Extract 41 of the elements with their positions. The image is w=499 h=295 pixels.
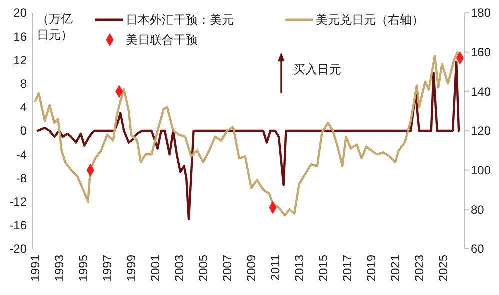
y2-tick-label: 100 <box>471 164 492 178</box>
y-tick-label: -8 <box>16 171 28 186</box>
y2-tick-label: 60 <box>471 242 485 256</box>
x-tick-label: 2007 <box>220 254 235 282</box>
x-tick-label: 1995 <box>76 254 91 282</box>
x-tick-label: 1993 <box>52 254 67 282</box>
x-tick-label: 2005 <box>196 254 211 282</box>
annotation: 买入日元 <box>293 62 342 77</box>
x-tick-label: 2001 <box>148 254 163 282</box>
x-tick-label: 1997 <box>100 254 115 282</box>
y2-tick-label: 180 <box>471 6 492 20</box>
y2-tick-label: 160 <box>471 46 492 60</box>
y-tick-label: 0 <box>20 124 28 138</box>
legend-label: 美日联合干预 <box>126 33 198 48</box>
x-tick-label: 2025 <box>436 254 451 282</box>
x-tick-label: 2017 <box>340 254 355 282</box>
x-tick-label: 2023 <box>412 254 427 282</box>
legend-label: 日本外汇干预：美元 <box>126 13 234 28</box>
y-tick-label: -16 <box>10 218 28 233</box>
y-tick-label: -20 <box>10 242 28 256</box>
y2-tick-label: 80 <box>471 202 485 217</box>
y-tick-label: -4 <box>16 148 28 162</box>
x-tick-label: 2019 <box>364 254 379 282</box>
y-axis-title: （万亿日元） <box>37 12 73 42</box>
y-tick-label: 8 <box>20 77 28 91</box>
x-tick-label: 2003 <box>172 254 187 282</box>
y2-tick-label: 140 <box>471 84 492 99</box>
y-tick-label: 12 <box>14 53 28 68</box>
x-tick-label: 2009 <box>244 254 259 282</box>
y-tick-label: -12 <box>10 195 28 209</box>
x-tick-label: 2015 <box>316 254 331 282</box>
legend-label: 美元兑日元（右轴） <box>316 13 424 28</box>
y-tick-label: 16 <box>14 30 28 44</box>
x-tick-label: 1991 <box>28 254 43 282</box>
y-tick-label: 4 <box>20 100 28 115</box>
x-tick-label: 2011 <box>268 254 283 281</box>
y2-tick-label: 120 <box>471 124 492 138</box>
x-tick-label: 1999 <box>124 254 139 282</box>
y-tick-label: 20 <box>14 6 28 20</box>
x-tick-label: 2013 <box>292 254 307 282</box>
x-tick-label: 2021 <box>388 254 403 282</box>
